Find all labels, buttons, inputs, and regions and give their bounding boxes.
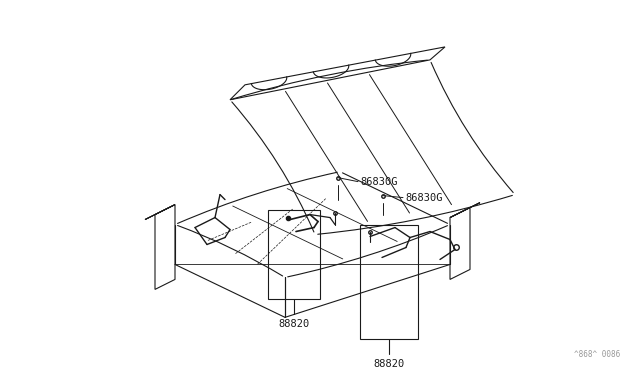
Text: 88820: 88820 xyxy=(373,359,404,369)
Bar xyxy=(360,225,418,339)
Text: ^868^ 0086: ^868^ 0086 xyxy=(573,350,620,359)
Text: 86830G: 86830G xyxy=(405,193,442,203)
Bar xyxy=(268,209,320,299)
Text: 88820: 88820 xyxy=(278,319,310,329)
Text: 86830G: 86830G xyxy=(360,177,397,187)
